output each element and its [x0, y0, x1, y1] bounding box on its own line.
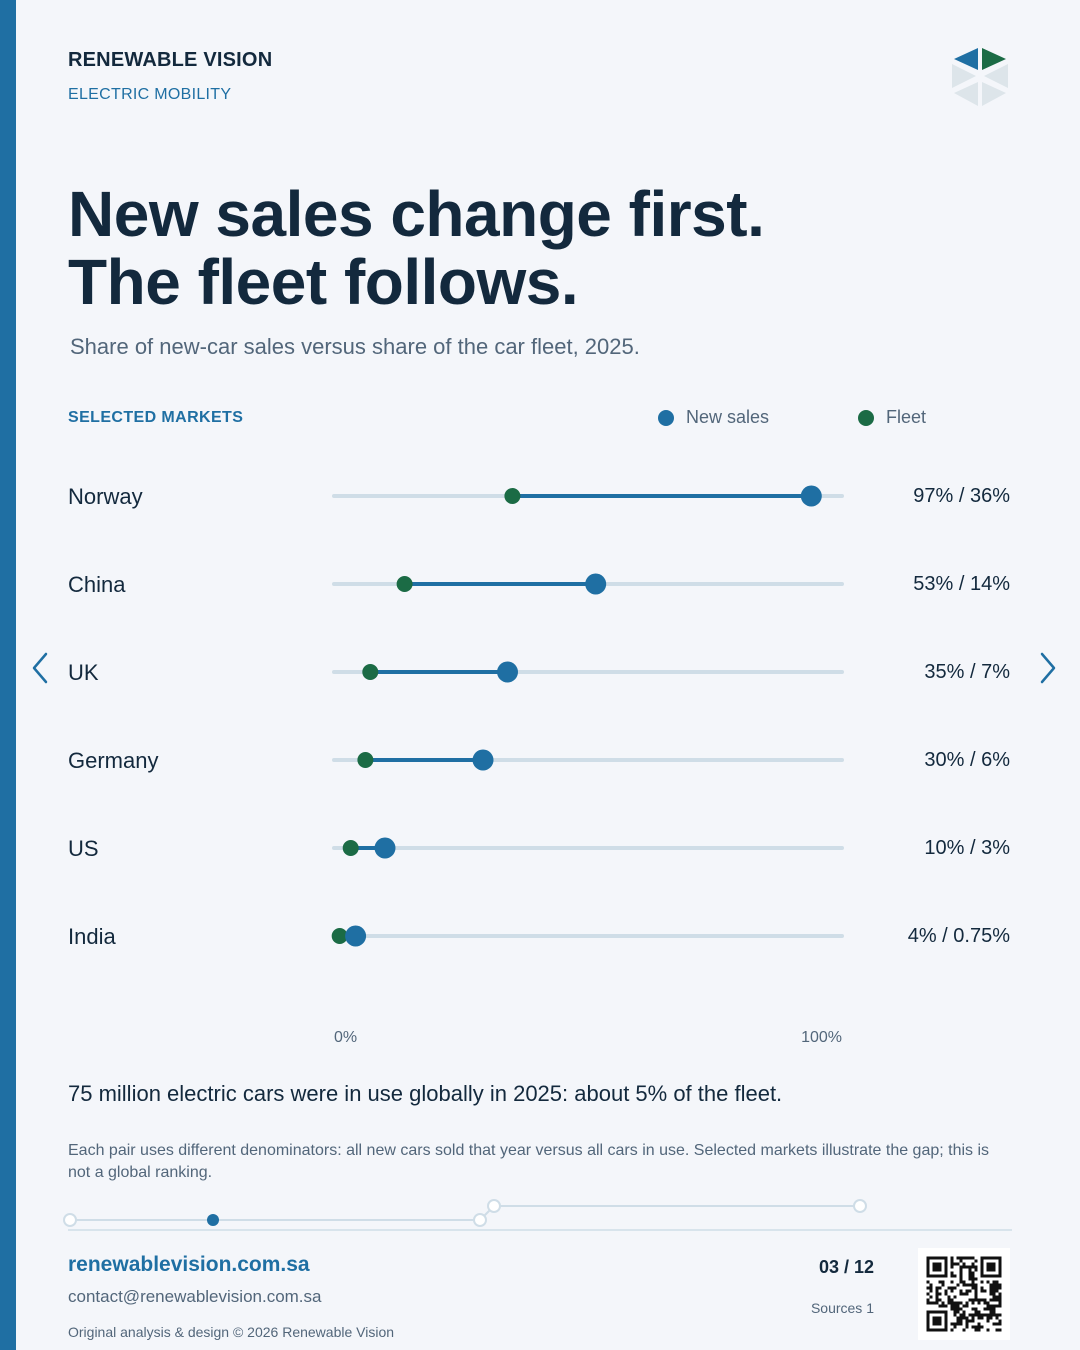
dumbbell-chart: Norway 97% / 36% China 53% / 14% UK 35% / 7% G…: [68, 484, 1011, 1046]
value-label-china: 53% / 14%: [913, 573, 1010, 595]
sources-count: Sources 1: [810, 1300, 874, 1316]
title-line-2: The fleet follows.: [68, 246, 579, 318]
new-sales-point-uk: [497, 661, 518, 683]
category-label-china: China: [68, 572, 126, 597]
new-sales-point-us: [374, 837, 396, 859]
new-sales-point-india: [345, 925, 367, 947]
category-label-germany: Germany: [68, 748, 158, 773]
value-label-india: 4% / 0.75%: [908, 925, 1011, 947]
chart-subtitle: Share of new-car sales versus share of t…: [70, 334, 640, 359]
value-label-norway: 97% / 36%: [913, 485, 1010, 507]
fleet-point-uk: [362, 664, 379, 680]
new-sales-point-norway: [800, 485, 822, 507]
legend-dot-fleet-icon: [858, 409, 874, 426]
contact-email-link[interactable]: contact@renewablevision.com.sa: [68, 1287, 322, 1306]
timeline-node: [473, 1213, 487, 1227]
new-sales-point-germany: [472, 749, 494, 771]
chevron-left-icon[interactable]: [30, 648, 50, 688]
page-indicator: 03 / 12: [818, 1257, 874, 1277]
value-label-germany: 30% / 6%: [924, 749, 1010, 771]
fleet-point-germany: [357, 752, 374, 768]
fleet-point-india: [331, 928, 348, 944]
hexagon-logo-icon: [952, 48, 1008, 106]
legend-item-new-sales: New sales: [658, 407, 769, 428]
category-label-us: US: [68, 836, 99, 861]
x-tick-label-max: 100%: [801, 1029, 842, 1046]
brand-name: RENEWABLE VISION: [68, 49, 273, 71]
fleet-point-norway: [504, 488, 521, 504]
timeline-node: [63, 1213, 77, 1227]
page-title: New sales change first. The fleet follow…: [68, 178, 765, 318]
legend-label-new-sales: New sales: [686, 407, 770, 427]
copyright-notice: Original analysis & design © 2026 Renewa…: [68, 1324, 395, 1340]
timeline-node: [487, 1199, 501, 1213]
section-label: ELECTRIC MOBILITY: [68, 86, 232, 103]
accent-sidebar-bar: [0, 0, 16, 1350]
x-tick-label-min: 0%: [334, 1029, 357, 1046]
fleet-point-china: [396, 576, 413, 592]
legend-dot-new-sales-icon: [658, 409, 674, 426]
value-label-uk: 35% / 7%: [924, 661, 1010, 683]
page-progress-timeline: [63, 1199, 1012, 1231]
category-label-norway: Norway: [68, 484, 143, 509]
global-callout: 75 million electric cars were in use glo…: [68, 1081, 783, 1106]
legend-label-fleet: Fleet: [886, 407, 927, 427]
fleet-point-us: [342, 840, 359, 856]
new-sales-point-china: [585, 573, 607, 595]
timeline-node: [853, 1199, 867, 1213]
category-label-india: India: [68, 924, 116, 949]
legend-item-fleet: Fleet: [858, 407, 926, 428]
category-label-uk: UK: [68, 660, 99, 685]
website-link[interactable]: renewablevision.com.sa: [68, 1253, 310, 1276]
timeline-node-active: [207, 1214, 219, 1226]
value-label-us: 10% / 3%: [924, 837, 1010, 859]
qr-code-icon[interactable]: [918, 1248, 1010, 1340]
markets-heading: SELECTED MARKETS: [68, 409, 244, 426]
chevron-right-icon[interactable]: [1038, 648, 1058, 688]
methodology-footnote: Each pair uses different denominators: a…: [68, 1142, 990, 1181]
title-line-1: New sales change first.: [68, 178, 765, 250]
